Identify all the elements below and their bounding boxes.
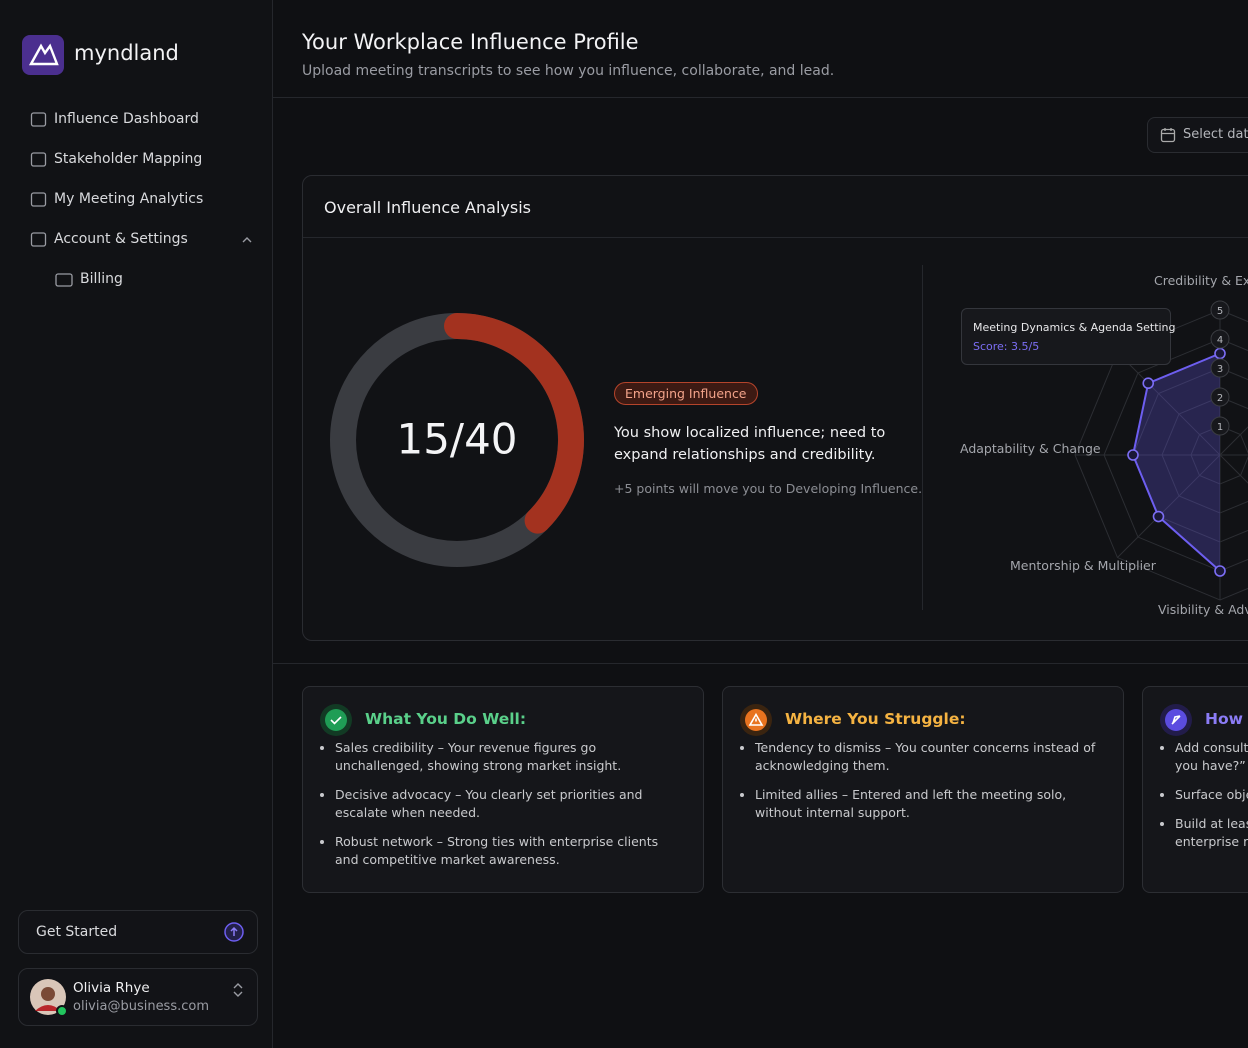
tooltip-score: Score: 3.5/5	[973, 340, 1040, 353]
sidebar: myndland Get Started Olivia Rhye olivia@…	[0, 0, 273, 1048]
nav-icon	[30, 152, 47, 167]
chevron	[242, 237, 252, 243]
card-title: Where You Struggle:	[785, 710, 966, 728]
icon-shape	[30, 152, 47, 167]
divider	[273, 97, 1248, 98]
card-item: Add consulta you have?” a	[1175, 739, 1248, 775]
calendar-icon	[1160, 128, 1176, 143]
radar-axis-label: Visibility & Adv	[1158, 602, 1248, 617]
summary: You show localized influence; need to ex…	[614, 425, 886, 463]
nav-icon	[30, 112, 47, 127]
nav-item[interactable]: Stakeholder Mapping	[54, 151, 203, 167]
radar-point	[1214, 565, 1226, 577]
radar-point	[1142, 377, 1155, 390]
note: +5 points will move you to Developing In…	[614, 481, 923, 496]
radar-tick-label: 5	[1217, 306, 1223, 317]
radar-tick-label: 4	[1217, 335, 1223, 346]
radar-axis-label: Mentorship & Multiplier	[1010, 558, 1156, 573]
card-item: Tendency to dismiss – You counter concer…	[755, 739, 1105, 775]
cta-label: Get Started	[36, 924, 118, 940]
card-item: Build at leas enterprise re	[1175, 815, 1248, 851]
card-list: Add consulta you have?” a Surface obje Bui…	[1161, 739, 1248, 862]
divider	[303, 237, 1248, 238]
logo	[22, 35, 64, 75]
card-item: Sales credibility – Your revenue figures…	[335, 739, 685, 775]
radar-axis	[1219, 426, 1248, 456]
tooltip-title: Meeting Dynamics & Agenda Setting	[973, 321, 1176, 334]
tick-badge	[1210, 329, 1230, 349]
nav-item[interactable]: Influence Dashboard	[54, 111, 199, 127]
nav-icon	[30, 232, 47, 247]
tooltip: Meeting Dynamics & Agenda Setting Score:…	[961, 308, 1176, 365]
chevrons	[233, 983, 243, 997]
card-item: Surface obje	[1175, 786, 1248, 804]
tick-badge	[1210, 387, 1230, 407]
page-title: Your Workplace Influence Profile	[302, 30, 639, 54]
divider	[922, 265, 923, 610]
radar-tick-label: 1	[1217, 422, 1223, 433]
radar-axis	[1219, 454, 1248, 484]
insight-card: What You Do Well: Sales credibility – You…	[302, 686, 704, 893]
icon-shape	[30, 192, 47, 207]
card-item: Decisive advocacy – You clearly set prio…	[335, 786, 685, 822]
icon-core	[325, 709, 347, 731]
radar-point	[1127, 449, 1139, 461]
user-card[interactable]: Olivia Rhye olivia@business.com	[18, 968, 258, 1026]
tick-badge	[1210, 300, 1230, 320]
icon-shape	[30, 232, 47, 247]
get-started[interactable]: Get Started	[18, 910, 258, 954]
page-subtitle: Upload meeting transcripts to see how yo…	[302, 63, 835, 79]
radar-tick-label: 2	[1217, 393, 1223, 404]
nav-item[interactable]: My Meeting Analytics	[54, 191, 204, 207]
badge: Emerging Influence	[614, 382, 758, 405]
icon-glyph	[748, 712, 764, 726]
user-name: Olivia Rhye	[73, 980, 150, 996]
card-list: Tendency to dismiss – You counter concer…	[741, 739, 1105, 833]
tick-badge	[1210, 358, 1230, 378]
divider	[273, 663, 1248, 664]
panel-title: Overall Influence Analysis	[324, 198, 531, 217]
insight-card: Where You Struggle: Tendency to dismiss –…	[722, 686, 1124, 893]
card-title: What You Do Well:	[365, 710, 527, 728]
card-title: How t	[1205, 710, 1248, 728]
radar-point	[1214, 347, 1226, 360]
card-item: Limited allies – Entered and left the me…	[755, 786, 1105, 822]
radar-tick-label: 3	[1217, 364, 1223, 375]
chevron-shape	[242, 237, 252, 243]
card-icon	[1160, 704, 1192, 736]
brand: myndland	[74, 41, 179, 65]
card-icon	[740, 704, 772, 736]
avatar	[30, 979, 68, 1017]
user-email: olivia@business.com	[73, 999, 210, 1014]
tick-badge	[1210, 416, 1230, 436]
nav-item[interactable]: Account & Settings	[54, 231, 188, 247]
radar-area	[1133, 353, 1220, 571]
icon-glyph	[1171, 715, 1181, 725]
subnav-icon	[55, 273, 73, 287]
subnav-item[interactable]: Billing	[80, 271, 123, 287]
cta-icon	[224, 922, 244, 942]
icon-shape	[55, 273, 73, 287]
card-item: Robust network – Strong ties with enterp…	[335, 833, 685, 869]
date-picker[interactable]: Select date	[1147, 117, 1248, 153]
radar-axis-label: Credibility & Exp	[1154, 273, 1248, 288]
date-label: Select date	[1183, 127, 1248, 142]
icon-shape	[30, 112, 47, 127]
insight-card: How t Add consulta you have?” a Surface ob…	[1142, 686, 1248, 893]
radar-axis-label: Adaptability & Change	[960, 441, 1101, 456]
icon-glyph	[330, 716, 342, 725]
radar-point	[1152, 510, 1165, 523]
nav-icon	[30, 192, 47, 207]
gauge-arc	[444, 313, 584, 534]
radar-axis	[1117, 352, 1221, 456]
card-icon	[320, 704, 352, 736]
radar-axis	[1117, 454, 1221, 558]
card-list: Sales credibility – Your revenue figures…	[321, 739, 685, 880]
gauge-label: 15/40	[396, 415, 517, 464]
